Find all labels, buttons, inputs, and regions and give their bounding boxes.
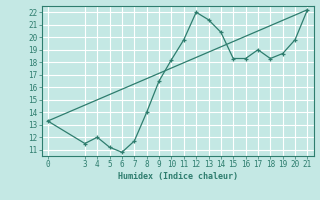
X-axis label: Humidex (Indice chaleur): Humidex (Indice chaleur): [118, 172, 237, 181]
